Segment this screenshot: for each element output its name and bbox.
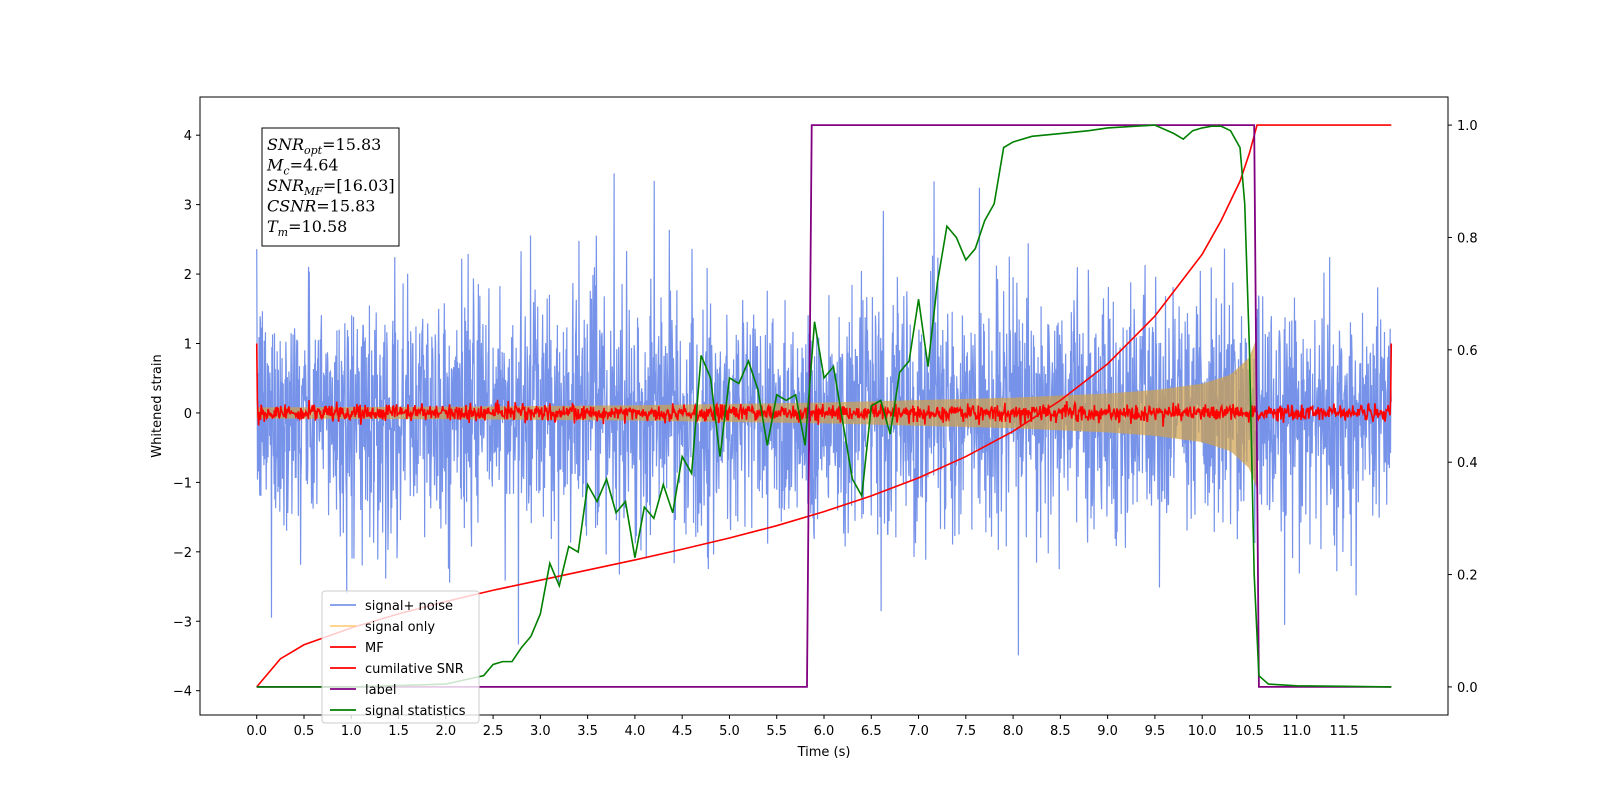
legend-frame	[321, 590, 480, 724]
y-tick-label-left: 2	[184, 268, 192, 283]
series-signal-statistics	[256, 124, 1392, 688]
annotation-line: Mc=4.64	[266, 156, 339, 178]
annotation-line: SNRopt=15.83	[267, 135, 381, 157]
x-tick-label: 0.5	[294, 724, 315, 739]
y-tick-label-left: 0	[184, 407, 192, 422]
legend-label: label	[365, 683, 396, 698]
x-tick-label: 5.0	[719, 724, 740, 739]
metrics-annotation-box: SNRopt=15.83Mc=4.64SNRMF=[16.03]CSNR=15.…	[261, 127, 400, 247]
annotation-frame	[261, 127, 400, 247]
legend-label: signal statistics	[365, 704, 466, 719]
x-tick-label: 9.5	[1145, 724, 1166, 739]
y-tick-label-right: 0.4	[1457, 456, 1478, 471]
x-tick-label: 11.0	[1282, 724, 1311, 739]
y-tick-label-right: 0.8	[1457, 231, 1478, 246]
x-tick-label: 4.0	[625, 724, 646, 739]
x-tick-label: 5.5	[766, 724, 787, 739]
y-axis-label: Whitened strain	[150, 354, 165, 457]
y-tick-label-left: 4	[184, 129, 192, 144]
series-signal-plus-noise	[256, 173, 1392, 656]
y-tick-label-left: −4	[173, 685, 192, 700]
y-tick-label-left: −3	[173, 615, 192, 630]
x-tick-label: 2.0	[435, 724, 456, 739]
legend-label: MF	[365, 641, 384, 656]
x-tick-label: 10.0	[1188, 724, 1217, 739]
y-tick-label-right: 0.2	[1457, 569, 1478, 584]
y-tick-label-right: 1.0	[1457, 119, 1478, 134]
annotation-line: CSNR=15.83	[267, 197, 375, 216]
x-axis-label: Time (s)	[797, 745, 851, 760]
x-tick-label: 1.0	[341, 724, 362, 739]
legend: signal+ noise signal only MF cumilative SNR…	[321, 590, 480, 724]
x-tick-label: 3.0	[530, 724, 551, 739]
x-tick-label: 8.0	[1003, 724, 1024, 739]
y-tick-label-left: −2	[173, 546, 192, 561]
x-tick-label: 6.0	[814, 724, 835, 739]
x-tick-label: 0.0	[246, 724, 267, 739]
y-tick-label-left: −1	[173, 476, 192, 491]
annotation-line: Tm=10.58	[267, 217, 347, 239]
annotation-line: SNRMF=[16.03]	[267, 176, 395, 198]
legend-label: signal+ noise	[365, 599, 453, 614]
x-tick-label: 6.5	[861, 724, 882, 739]
y-tick-label-right: 0.0	[1457, 681, 1478, 696]
x-tick-label: 7.5	[955, 724, 976, 739]
y-tick-label-right: 0.6	[1457, 344, 1478, 359]
legend-label: cumilative SNR	[365, 662, 464, 677]
x-tick-label: 3.5	[577, 724, 598, 739]
series-mf	[255, 343, 1393, 427]
x-tick-label: 1.5	[388, 724, 409, 739]
x-tick-label: 8.5	[1050, 724, 1071, 739]
x-tick-label: 2.5	[483, 724, 504, 739]
series-label	[256, 124, 1392, 688]
x-tick-label: 11.5	[1330, 724, 1359, 739]
axes: 0.0 0.5 1.0 1.5 2.0 2.5 3.0 3.5 4.0 4.5 5.0 5.5 6.0 6…	[173, 119, 1478, 739]
x-tick-label: 4.5	[672, 724, 693, 739]
y-tick-label-left: 1	[184, 338, 192, 353]
x-tick-label: 7.0	[908, 724, 929, 739]
y-tick-label-left: 3	[184, 199, 192, 214]
x-tick-label: 10.5	[1235, 724, 1264, 739]
legend-label: signal only	[365, 620, 435, 635]
x-tick-label: 9.0	[1097, 724, 1118, 739]
